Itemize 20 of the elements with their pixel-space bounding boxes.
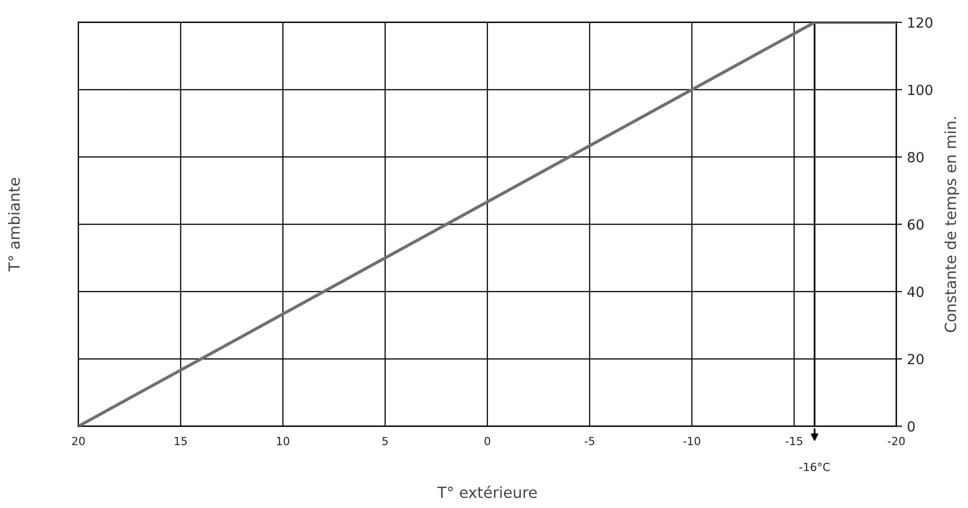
y-axis-title: T° ambiante [8,178,20,272]
y2-tick-label: 100 [908,84,932,96]
x-tick-label: -10 [683,436,700,446]
y2-tick-label: 0 [908,421,915,432]
y2-tick-label: 120 [908,17,932,28]
x-tick-label: -20 [888,436,905,446]
x-tick-label: 15 [174,436,187,446]
y2-axis-title: Constante de temps en min. [944,117,960,332]
x-tick-label: 0 [484,436,490,446]
x-tick-label: 5 [382,436,388,446]
x-tick-label: 20 [72,436,85,446]
y2-tick-label: 40 [907,286,924,298]
y2-tick-label: 60 [908,219,924,230]
ref-line-label: -16°C [799,462,830,472]
x-tick-label: 10 [277,436,290,446]
x-tick-label: -5 [584,436,594,446]
x-tick-label: -15 [786,436,802,446]
y2-tick-label: 20 [908,354,924,364]
y2-tick-label: 80 [908,152,924,162]
x-axis-title: T° extérieure [437,486,537,498]
